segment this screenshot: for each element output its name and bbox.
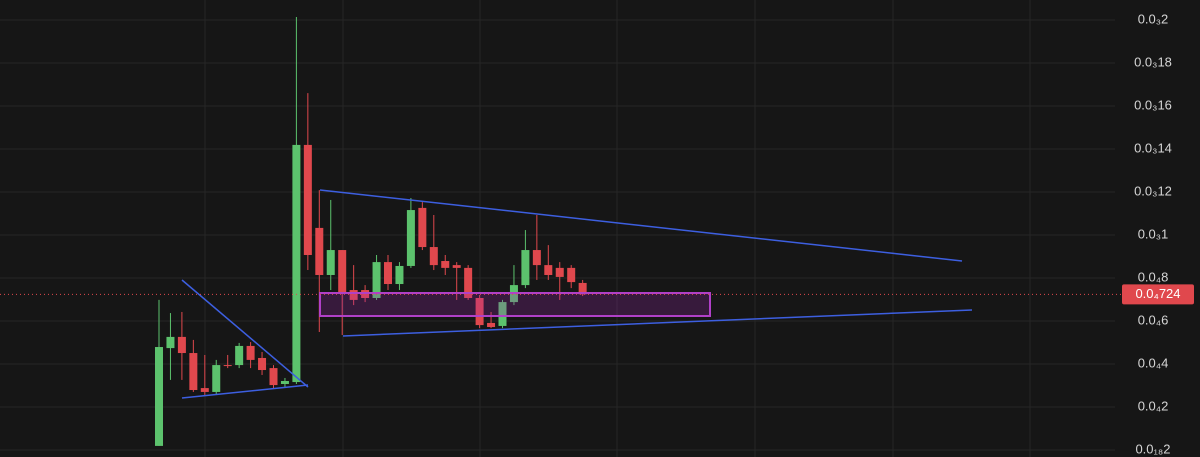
y-tick-label: 0.0₃18 <box>1134 54 1172 69</box>
candle-body <box>578 282 587 295</box>
candle-body <box>235 345 244 366</box>
candle-body <box>487 322 496 328</box>
candle-body <box>258 357 267 371</box>
candle-body <box>189 353 198 391</box>
y-tick-label: 0.0₃16 <box>1134 97 1172 112</box>
candle-body <box>223 365 232 367</box>
candle-body <box>338 250 347 294</box>
candle-body <box>498 302 507 326</box>
candle-body <box>292 144 301 383</box>
y-tick-label: 0.0₃12 <box>1134 183 1172 198</box>
candle-body <box>246 345 255 360</box>
y-tick-label: 0.0₄4 <box>1138 355 1169 370</box>
trend-line <box>181 384 309 399</box>
candle-body <box>200 388 209 392</box>
candle-body <box>395 265 404 285</box>
zone-box <box>319 292 711 317</box>
candle-body <box>555 267 564 277</box>
candle-body <box>475 297 484 326</box>
candle-body <box>212 365 221 392</box>
candle-body <box>280 380 289 384</box>
candle-body <box>452 265 461 268</box>
candle-body <box>567 267 576 283</box>
candle-body <box>303 144 312 255</box>
candle-body <box>326 250 335 275</box>
y-tick-label: 0.0₃1 <box>1138 226 1169 241</box>
price-label: 0.0₄724 <box>1135 286 1180 301</box>
candle-body <box>464 267 473 298</box>
drawings <box>181 189 973 399</box>
y-tick-label: 0.0₄6 <box>1138 312 1169 327</box>
y-tick-label: 0.0₄8 <box>1138 269 1169 284</box>
candle-body <box>361 290 370 298</box>
candle-body <box>418 207 427 248</box>
trend-line <box>181 279 309 388</box>
candle-body <box>349 290 358 300</box>
trend-line <box>319 189 963 262</box>
candle-body <box>166 336 175 349</box>
candle-body <box>429 247 438 266</box>
candle-body <box>544 265 553 275</box>
candle-body <box>155 347 163 446</box>
candle-body <box>532 250 541 266</box>
y-tick-label: 0.0₁₈2 <box>1135 441 1170 456</box>
candle-body <box>177 336 186 354</box>
candle-body <box>372 262 381 298</box>
y-tick-label: 0.0₃14 <box>1134 140 1172 155</box>
vertical-grid <box>204 0 1031 457</box>
candle-body <box>384 262 392 285</box>
y-tick-label: 0.0₃2 <box>1138 11 1169 26</box>
candle-body <box>315 227 324 275</box>
trend-line <box>342 309 973 337</box>
candle-body <box>521 250 530 286</box>
candle-body <box>406 210 415 266</box>
candle-body <box>441 261 450 268</box>
y-tick-label: 0.0₄2 <box>1138 398 1169 413</box>
candle-body <box>269 368 278 386</box>
price-tag <box>1122 284 1194 305</box>
